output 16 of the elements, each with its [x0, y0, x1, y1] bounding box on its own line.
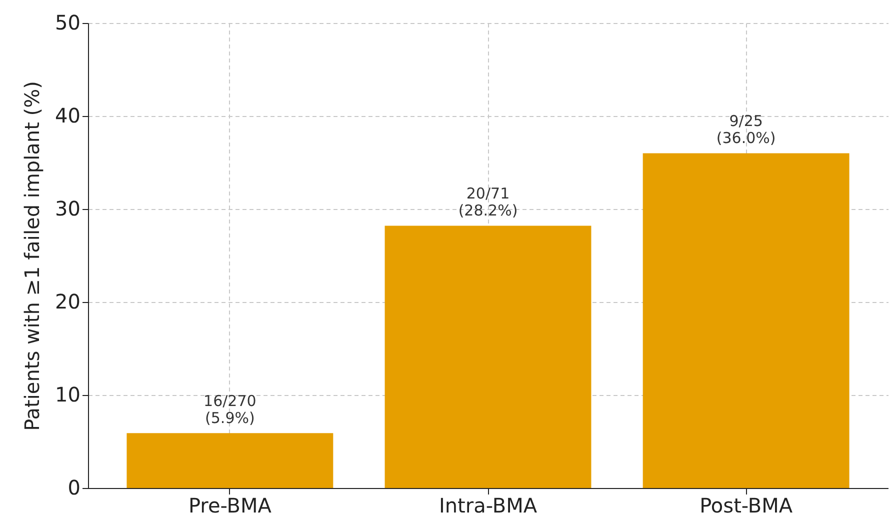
bar — [384, 226, 592, 488]
x-tick-label: Pre-BMA — [188, 494, 272, 518]
data-label: 9/25 (36.0%) — [716, 112, 776, 148]
data-label: 16/270 (5.9%) — [204, 392, 256, 428]
y-tick-label: 0 — [68, 476, 80, 500]
bar — [126, 433, 334, 488]
y-tick-label: 10 — [55, 382, 80, 406]
y-tick-label: 50 — [55, 10, 80, 34]
y-tick-label: 30 — [55, 196, 80, 220]
x-tick-label: Post-BMA — [700, 494, 793, 518]
x-tick-label: Intra-BMA — [438, 494, 538, 518]
y-tick-label: 40 — [55, 104, 80, 128]
data-label: 20/71 (28.2%) — [458, 184, 518, 220]
y-axis-title: Patients with ≥1 failed implant (%) — [20, 81, 44, 431]
y-tick-label: 20 — [55, 290, 80, 314]
bar — [642, 153, 850, 488]
